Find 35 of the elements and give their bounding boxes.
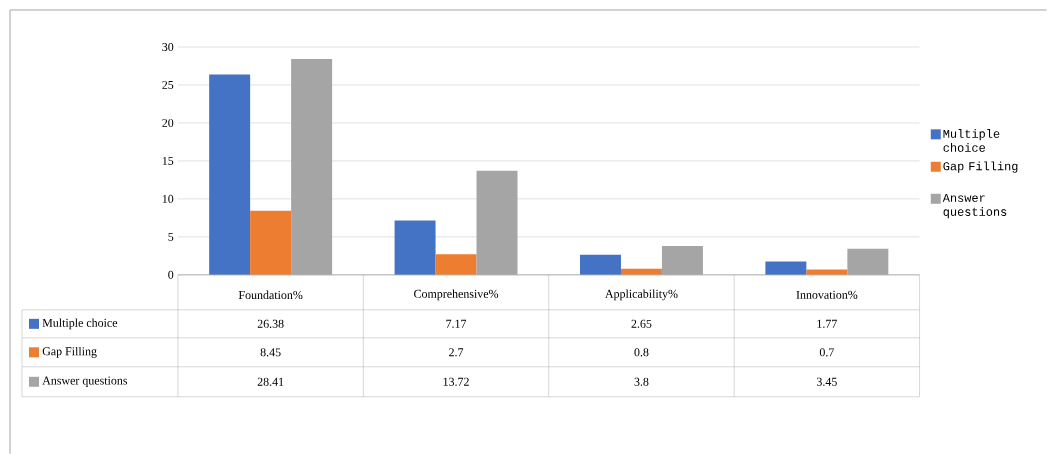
text: Answer questions — [42, 376, 128, 387]
data-label: 0.7 — [819, 348, 834, 357]
x-tick-label: Comprehensive% — [414, 289, 499, 301]
bar — [579, 254, 621, 275]
bar — [435, 254, 477, 275]
bar — [250, 210, 292, 275]
data-label: 28.41 — [257, 377, 284, 386]
y-tick-label: 5 — [168, 232, 174, 241]
data-label: 26.38 — [257, 319, 284, 328]
legend-label: Answer questions — [942, 193, 1007, 219]
x-tick-label: Applicability% — [605, 289, 678, 301]
data-label: 13.72 — [443, 377, 469, 386]
legend-label: Multiple choice — [42, 318, 118, 330]
data-label: 2.7 — [449, 348, 464, 357]
y-tick-label: 25 — [162, 80, 174, 89]
y-tick-label: 30 — [162, 42, 174, 51]
data-label: 3.8 — [634, 377, 649, 386]
text: Multiple choice — [943, 128, 1000, 152]
data-label: 7.17 — [446, 319, 467, 328]
x-tick-label: Innovation% — [796, 290, 858, 299]
data-label: 1.77 — [817, 319, 837, 328]
text: Gap Filling — [42, 346, 97, 358]
data-label: 0.8 — [634, 348, 649, 357]
y-tick-label: 0 — [168, 270, 174, 279]
y-tick-label: 20 — [162, 118, 174, 127]
bar — [209, 74, 251, 275]
bar — [765, 261, 807, 275]
data-label: 2.65 — [631, 319, 652, 328]
legend-label: Gap Filling — [943, 161, 1018, 173]
y-tick-label: 10 — [162, 194, 174, 203]
data-label: 8.45 — [260, 348, 281, 357]
data-label: 3.45 — [816, 377, 837, 386]
x-tick-label: Foundation% — [238, 290, 303, 299]
y-tick-label: 15 — [162, 156, 174, 165]
bar — [394, 220, 436, 275]
